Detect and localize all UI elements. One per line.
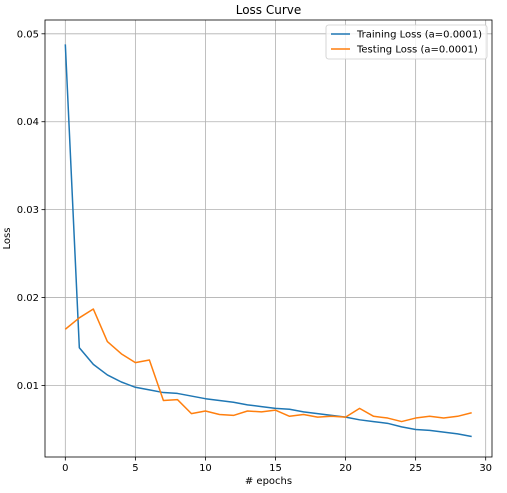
x-tick-label: 5 bbox=[132, 463, 138, 474]
legend-label: Training Loss (a=0.0001) bbox=[356, 30, 482, 41]
series-layer bbox=[64, 44, 472, 438]
testing-loss-line bbox=[64, 308, 472, 423]
x-tick-label: 20 bbox=[339, 463, 352, 474]
x-axis-label: # epochs bbox=[245, 476, 292, 487]
grid bbox=[45, 20, 492, 457]
y-tick-label: 0.01 bbox=[17, 381, 39, 392]
x-tick-label: 15 bbox=[269, 463, 282, 474]
x-tick-label: 30 bbox=[479, 463, 492, 474]
y-tick-label: 0.02 bbox=[17, 293, 39, 304]
training-loss-line bbox=[64, 44, 472, 438]
ticks: 0 5 10 15 20 25 30 0.01 0.02 0.03 0.04 0.05 bbox=[17, 29, 492, 474]
y-tick-label: 0.04 bbox=[17, 117, 39, 128]
chart-title: Loss Curve bbox=[236, 3, 302, 17]
x-tick-label: 0 bbox=[62, 463, 68, 474]
legend-box bbox=[325, 24, 488, 60]
y-tick-label: 0.05 bbox=[17, 29, 39, 40]
x-tick-label: 25 bbox=[409, 463, 422, 474]
y-tick-label: 0.03 bbox=[17, 205, 39, 216]
legend-label: Testing Loss (a=0.0001) bbox=[356, 45, 478, 56]
plot-frame bbox=[44, 19, 493, 458]
legend: Training Loss (a=0.0001) Testing Loss (a=… bbox=[325, 24, 488, 60]
x-tick-label: 10 bbox=[199, 463, 212, 474]
y-axis-label: Loss bbox=[2, 228, 13, 250]
